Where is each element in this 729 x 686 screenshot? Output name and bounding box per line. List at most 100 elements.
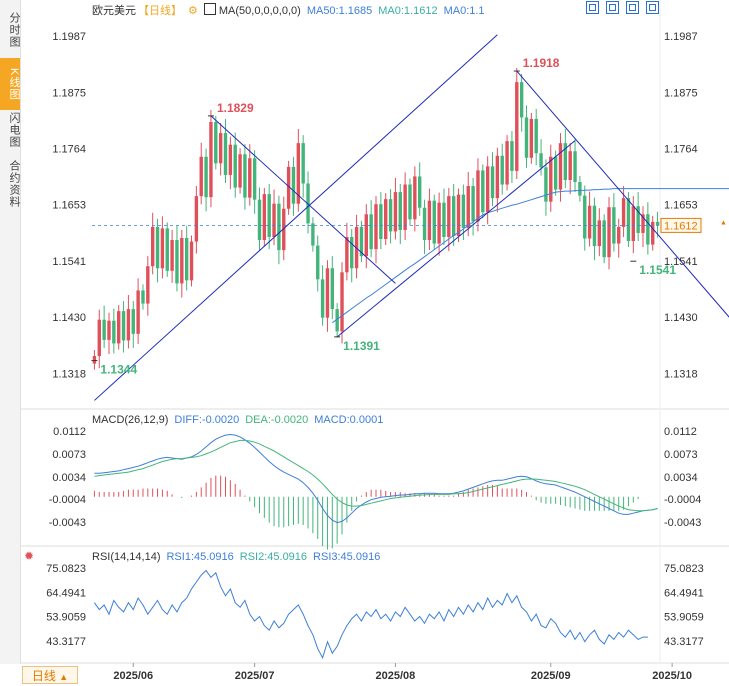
- candle-body: [573, 151, 577, 183]
- tab-kline[interactable]: K线图: [0, 58, 20, 110]
- left-sidebar: 分时图 K线图 闪电图 合约资料: [0, 0, 21, 664]
- candle-body: [515, 82, 519, 171]
- candle-body: [437, 202, 441, 244]
- candle-body: [121, 311, 126, 341]
- annotation-label: 1.1829: [217, 101, 254, 115]
- candle-body: [233, 144, 237, 188]
- candle-body: [553, 156, 558, 190]
- candle-body: [369, 214, 373, 250]
- candle-body: [549, 156, 553, 202]
- candle-body: [170, 240, 174, 271]
- candle-body: [238, 154, 242, 188]
- candle-body: [534, 118, 538, 154]
- restore-icon[interactable]: [606, 1, 619, 14]
- macd-tick-right: 0.0073: [664, 449, 698, 461]
- candle-body: [320, 279, 325, 318]
- rsi-line: [93, 569, 648, 660]
- candle-body: [612, 207, 616, 244]
- macd-tick-right: -0.0004: [664, 494, 701, 506]
- candle-body: [194, 196, 199, 242]
- candle-body: [587, 205, 592, 239]
- candle-body: [199, 156, 203, 197]
- candle-body: [655, 221, 660, 226]
- rsi-tick-right: 53.9059: [664, 612, 704, 624]
- rsi-tick-right: 64.4941: [664, 587, 704, 599]
- rsi-tick-right: 75.0823: [664, 563, 704, 575]
- candle-body: [345, 236, 349, 273]
- macd-diff: DIFF:-0.0020: [174, 414, 240, 426]
- candle-body: [223, 133, 228, 175]
- candle-body: [102, 319, 106, 340]
- candle-body: [384, 199, 388, 240]
- candle-body: [175, 240, 179, 284]
- candle-body: [112, 320, 116, 344]
- candle-body: [277, 203, 281, 251]
- x-axis-label: 2025/06: [113, 670, 153, 682]
- price-tick-left: 1.1987: [52, 31, 86, 43]
- tab-timeshare[interactable]: 分时图: [8, 12, 20, 48]
- rsi-tick-right: 43.3177: [664, 636, 704, 648]
- candle-body: [456, 194, 461, 236]
- annotation-label: 1.1344: [100, 363, 137, 377]
- macd-panel: [93, 433, 658, 550]
- candle-body: [558, 143, 563, 190]
- candle-body: [461, 194, 466, 228]
- chart-header: 欧元美元 【日线】 ⚙ MA(50,0,0,0,0,0) MA50:1.1685 MA0:…: [92, 2, 491, 17]
- candle-body: [330, 268, 335, 310]
- candle-body: [350, 236, 354, 269]
- x-axis-label: 2025/10: [652, 670, 692, 682]
- candle-body: [626, 198, 631, 242]
- candle-body: [291, 166, 296, 204]
- fullscreen-icon[interactable]: [646, 1, 659, 14]
- candle-body: [413, 176, 417, 220]
- candle-body: [500, 155, 504, 185]
- candle-body: [490, 166, 495, 199]
- x-axis-label: 2025/08: [376, 670, 416, 682]
- macd-dea-line: [94, 439, 658, 512]
- candle-body: [184, 237, 189, 281]
- candle-body: [529, 118, 534, 158]
- candle-body: [301, 143, 305, 184]
- candle-body: [403, 184, 407, 230]
- candle-body: [97, 319, 101, 357]
- price-tick-right: 1.1987: [664, 31, 698, 43]
- candle-body: [544, 167, 548, 202]
- candle-body: [272, 203, 276, 237]
- candle-body: [316, 245, 320, 280]
- candle-body: [209, 121, 213, 198]
- candle-body: [597, 220, 602, 247]
- ma-label: MA(50,0,0,0,0,0): [218, 5, 301, 17]
- period-label[interactable]: 【日线】: [138, 5, 182, 17]
- candle-body: [646, 214, 650, 245]
- trendline: [210, 115, 396, 284]
- trendline: [94, 34, 498, 401]
- candle-body: [505, 141, 509, 185]
- price-tick-left: 1.1318: [52, 369, 86, 381]
- indicator-icon[interactable]: [203, 3, 216, 15]
- timeframe-selector[interactable]: 日线 ▲: [22, 666, 78, 684]
- candle-body: [388, 199, 393, 232]
- annotation-label: 1.1541: [639, 263, 676, 277]
- candle-body: [165, 228, 169, 271]
- maximize-icon[interactable]: [626, 1, 639, 14]
- trendline: [336, 140, 576, 338]
- macd-header: MACD(26,12,9) DIFF:-0.0020 DEA:-0.0020 MACD…: [92, 414, 389, 426]
- candle-body: [408, 184, 412, 220]
- candle-body: [636, 206, 640, 233]
- candle-body: [131, 309, 135, 334]
- macd-tick-left: 0.0034: [52, 472, 86, 484]
- candle-body: [422, 207, 427, 241]
- current-price-tag: [660, 217, 702, 233]
- rsi-tick-left: 53.9059: [46, 612, 86, 624]
- price-tick-right: 1.1318: [664, 369, 698, 381]
- gear-icon[interactable]: ⚙: [188, 5, 198, 17]
- target-icon[interactable]: ✹: [24, 549, 35, 563]
- tab-contract-info[interactable]: 合约资料: [8, 160, 20, 208]
- ma50-value: MA50:1.1685: [306, 5, 373, 17]
- candle-body: [641, 214, 645, 233]
- candle-body: [136, 290, 140, 334]
- expand-icon[interactable]: [586, 1, 599, 14]
- tab-lightning[interactable]: 闪电图: [8, 112, 20, 148]
- candle-body: [262, 194, 267, 241]
- price-tick-left: 1.1541: [52, 256, 86, 268]
